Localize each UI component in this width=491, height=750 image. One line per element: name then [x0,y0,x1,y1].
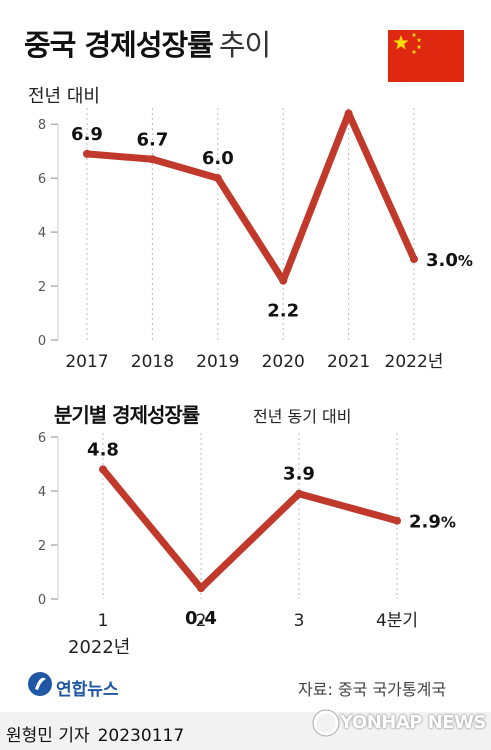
flag-large-star [393,35,409,50]
chart2-unit-label: 전년 동기 대비 [253,407,352,426]
y-tick-label: 2 [38,539,46,554]
publish-date: 20230117 [97,726,185,746]
byline-bar [0,712,491,750]
watermark-logo-icon [312,709,340,737]
y-tick-label: 8 [38,118,46,133]
title-main-text: 중국 경제성장률 [24,28,214,62]
data-point [410,255,418,264]
source-note: 자료: 중국 국가통계국 [298,680,447,699]
x-tick-label: 3 [294,611,305,631]
x-tick-label: 2019 [196,352,239,372]
y-tick-label: 6 [38,431,46,446]
quarterly-growth-chart: 0 2 4 6 4.8 0.4 3.9 2.9% 1 2 3 4분기 [38,431,456,631]
chart2-title: 분기별 경제성장률 [54,403,200,427]
chart1-unit-label: 전년 대비 [28,86,100,107]
x-tick-label: 2018 [131,352,174,372]
chart2-year-note: 2022년 [68,637,131,658]
series-line [99,465,401,592]
data-label: 6.7 [136,129,168,150]
title-sub-text: 추이 [218,28,271,62]
data-label: 2.2 [267,301,299,322]
y-tick-label: 6 [38,172,46,187]
chart-title: 중국 경제성장률 추이 [24,22,271,64]
logo-text: 연합뉴스 [56,680,119,700]
y-tick-label: 4 [38,485,46,500]
data-label: 4.8 [87,439,119,460]
x-tick-label: 4분기 [376,611,418,631]
x-tick-label: 2017 [65,352,108,372]
reporter-credit: 원형민 기자 20230117 [6,721,184,746]
data-label: 6.0 [202,148,234,169]
data-label: 0.4 [185,608,217,629]
data-point [279,276,288,285]
y-tick-label: 4 [38,226,46,241]
data-point [213,174,222,183]
data-point [83,149,91,158]
data-label: 2.9% [409,512,456,533]
x-tick-label: 1 [98,611,109,631]
y-tick-label: 0 [38,593,46,608]
data-point [344,109,353,118]
watermark-text: YONHAP NEWS [340,712,486,733]
series-line [83,109,418,285]
data-label: 3.0% [426,250,473,271]
x-tick-label: 2022년 [385,352,444,372]
data-label: 3.9 [283,464,315,485]
x-tick-label: 2020 [262,352,305,372]
flag-small-star [411,49,417,55]
data-point [99,465,107,474]
data-point [393,516,401,525]
data-point [197,584,205,593]
y-tick-label: 2 [38,280,46,295]
annual-growth-chart: 0 2 4 6 8 6.9 6.7 6.0 2.2 8.4 3.0% 2017 2018 2019 2020… [38,100,473,372]
data-point [148,155,157,164]
x-tick-label: 2 [196,611,207,631]
yonhap-logo-icon [28,672,52,696]
flag-small-star [416,37,422,43]
data-point [295,489,303,498]
flag-small-star [416,44,422,50]
data-label: 6.9 [71,124,103,145]
x-tick-label: 2021 [327,352,370,372]
reporter-name: 원형민 기자 [6,726,90,746]
flag-small-star [411,32,417,38]
china-flag-icon [388,30,464,82]
data-label: 8.4 [333,100,365,104]
y-tick-label: 0 [38,334,46,349]
